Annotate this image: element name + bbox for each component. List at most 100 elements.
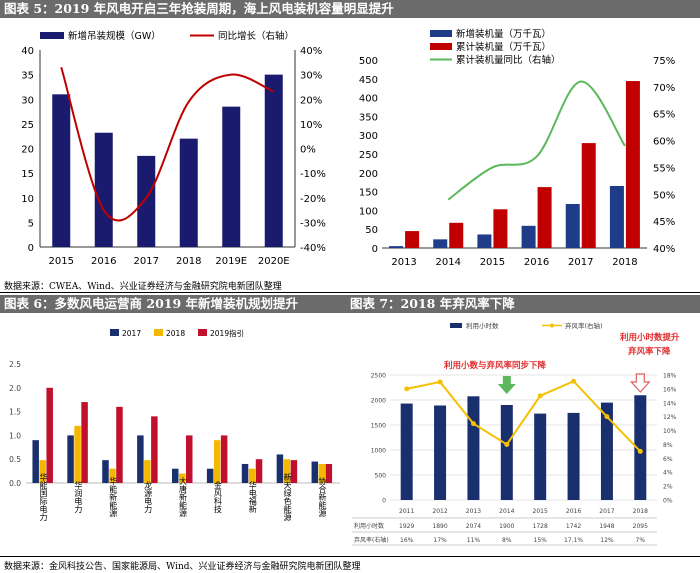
x-tick-label: 2016 [524,257,549,268]
bar-new-capacity [477,234,492,248]
y2-tick-label: 14% [663,400,677,407]
legend-swatch-2019指引 [198,329,207,336]
bar-2017 [67,435,74,483]
legend-label-hours: 利用小时数 [466,321,499,330]
x-tick-label: 华能新能源 [109,476,118,518]
bar-2019指引 [46,387,53,483]
legend-swatch-2017 [110,329,119,336]
legend-swatch-hours [450,323,462,328]
y2-tick-label: 30% [300,71,322,82]
y2-tick-label: 4% [663,470,673,477]
bar-2018 [318,463,326,483]
table-cell-hours: 1728 [533,523,548,530]
y2-tick-label: 70% [653,83,675,94]
table-row-label: 利用小时数 [354,522,384,530]
x-tick-label: 2017 [599,508,614,515]
annotation-rise-line2: 弃风率下降 [627,346,671,357]
y-tick-label: 0.0 [9,479,21,488]
bar-2019指引 [220,435,228,483]
chart-fig7: 利用小时数 弃风率(右轴)利用小数与弃风率同步下降利用小时数提升弃风率下降0500… [352,321,680,546]
y-tick-label: 2500 [371,373,386,380]
y-tick-label: 250 [359,150,378,161]
bar-new-installed [52,94,71,247]
bar-2019指引 [186,435,193,483]
y-tick-label: 20 [21,145,34,156]
bar-new-installed [179,138,198,247]
bar-2017 [311,461,319,483]
legend-label-cumulative: 累计装机量（万千瓦） [456,41,551,53]
chart-fig5-right: 新增装机量（万千瓦）累计装机量（万千瓦）累计装机量同比（右轴） 0 50 100 150… [359,28,675,268]
legend-label-2018: 2018 [166,329,185,338]
x-tick-label: 金风科技 [213,480,222,514]
bar-2019指引 [290,460,298,483]
table-cell-hours: 1742 [566,523,581,530]
table-cell-curtailment: 12% [600,537,614,544]
bar-2019指引 [116,406,123,483]
bar-cumulative-capacity [581,143,596,248]
legend-swatch-new [430,30,452,37]
table-cell-hours: 1929 [399,523,414,530]
x-tick-label: 2011 [399,508,414,515]
point-curtailment-rate [637,448,643,454]
x-tick-label: 2019E [215,256,247,267]
y2-tick-label: -30% [300,218,326,229]
chart-fig5-left: 新增吊装规模（GW） 同比增长（右轴） 0 5 10 15 20 25 30 35 40 -40% -3… [21,30,326,267]
divider-2 [0,556,700,557]
x-tick-label: 2016 [91,256,116,267]
y2-tick-label: 65% [653,110,675,121]
y-tick-label: 15 [21,169,34,180]
table-cell-hours: 1948 [599,523,614,530]
y-tick-label: 35 [21,71,34,82]
x-tick-label: 2017 [134,256,159,267]
bar-2017 [241,463,249,483]
y-tick-label: 2.0 [9,384,21,393]
y-tick-label: 0 [28,243,34,254]
bar-2019指引 [325,463,333,483]
y2-tick-label: 6% [663,456,673,463]
bar-2018 [144,460,151,483]
bar-new-installed [137,155,156,247]
y-tick-label: 25 [21,120,34,131]
x-tick-label: 2017 [568,257,593,268]
legend-label-yoy: 累计装机量同比（右轴） [456,54,561,66]
point-curtailment-rate [571,378,577,384]
figure-7-title: 图表 7：2018 年弃风率下降 [350,296,515,311]
bar-utilization-hours [400,403,413,500]
bar-cumulative-capacity [625,81,640,248]
table-cell-hours: 1900 [499,523,514,530]
bar-utilization-hours [500,405,513,500]
arrow-down-red-icon [629,373,651,393]
bar-2017 [276,454,284,483]
x-tick-label: 2015 [49,256,74,267]
bar-new-capacity [389,246,404,248]
y-tick-label: 1500 [371,423,386,430]
legend-swatch-2018 [154,329,163,336]
bar-2018 [213,440,221,483]
line-cumulative-yoy [447,80,626,201]
x-tick-label: 2018 [633,508,648,515]
y2-tick-label: 40% [300,46,322,57]
bar-cumulative-capacity [405,231,420,248]
x-tick-label: 2013 [466,508,481,515]
table-cell-hours: 1890 [432,523,447,530]
legend-label-line: 同比增长（右轴） [218,30,294,42]
y2-tick-label: 10% [663,428,677,435]
bar-2018 [74,425,81,483]
y-tick-label: 150 [359,188,378,199]
y2-tick-label: 10% [300,120,322,131]
arrow-down-green-icon [497,376,516,394]
y2-tick-label: 0% [300,145,316,156]
y2-tick-label: -10% [300,169,326,180]
y-tick-label: 300 [359,131,378,142]
y-tick-label: 200 [359,169,378,180]
point-curtailment-rate [404,386,410,392]
bar-2018 [109,468,116,483]
bar-cumulative-capacity [537,187,552,248]
divider-1 [0,292,700,293]
y-tick-label: 1.0 [9,431,21,440]
bar-2018 [179,473,186,483]
bar-2019指引 [151,416,158,483]
bar-new-capacity [565,204,580,248]
bar-utilization-hours [567,412,580,500]
bar-new-installed [222,106,241,247]
